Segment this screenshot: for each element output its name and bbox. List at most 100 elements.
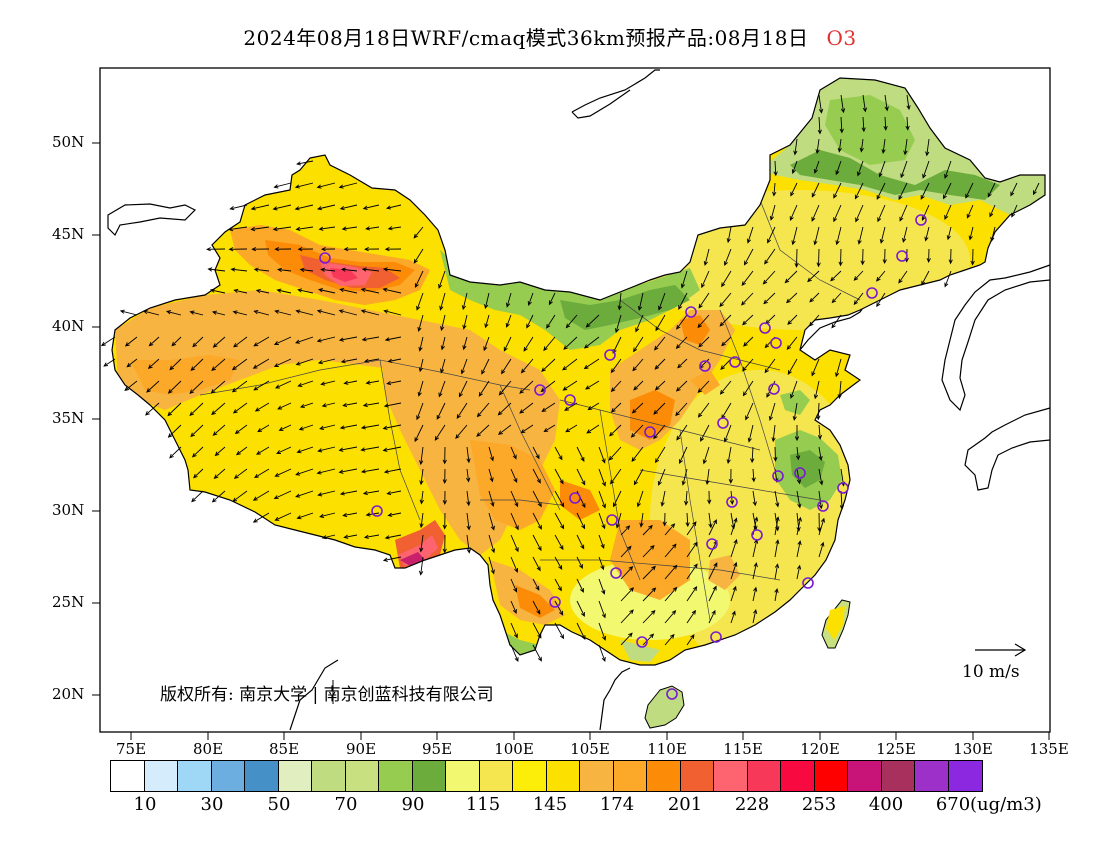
- station-marker: [770, 337, 782, 349]
- wind-arrow: [488, 468, 494, 483]
- wind-arrow: [862, 94, 868, 113]
- wind-arrow: [944, 160, 952, 179]
- wind-arrow: [212, 424, 226, 436]
- wind-arrow: [774, 490, 780, 508]
- wind-arrow: [462, 314, 468, 330]
- wind-arrow: [747, 424, 754, 443]
- wind-arrow: [207, 267, 226, 272]
- wind-arrow: [385, 204, 402, 210]
- wind-arrow: [773, 160, 778, 177]
- wind-arrow: [252, 490, 270, 501]
- wind-arrow: [442, 534, 447, 554]
- wind-arrow: [365, 380, 380, 385]
- station-marker: [569, 492, 581, 504]
- wind-arrow: [148, 336, 160, 347]
- wind-arrow: [413, 248, 424, 264]
- wind-arrow: [510, 622, 518, 639]
- islands: [644, 599, 851, 729]
- wind-arrow: [944, 270, 952, 288]
- legend-swatch: [647, 761, 681, 791]
- wind-arrow: [609, 424, 622, 437]
- wind-arrow: [686, 586, 698, 602]
- wind-arrow: [926, 248, 931, 263]
- wind-arrow: [532, 578, 540, 591]
- wind-arrow: [419, 468, 424, 486]
- wind-arrow: [664, 543, 677, 558]
- wind-arrow: [532, 512, 542, 530]
- wind-arrow: [365, 226, 380, 231]
- wind-arrow: [440, 314, 446, 332]
- wind-arrow: [876, 270, 886, 282]
- wind-arrow: [598, 490, 606, 509]
- wind-arrow: [167, 402, 182, 417]
- wind-arrow: [278, 424, 292, 431]
- wind-arrow: [686, 609, 696, 624]
- wind-arrow: [809, 292, 820, 303]
- station-marker: [706, 538, 718, 550]
- wind-arrow: [774, 587, 779, 602]
- wind-arrow: [610, 402, 622, 413]
- legend-swatch: [781, 761, 815, 791]
- wind-arrow: [361, 267, 380, 272]
- copyright-notice: 版权所有: 南京大学 | 南京创蓝科技有限公司: [160, 685, 494, 705]
- wind-arrow: [532, 490, 542, 508]
- wind-arrow: [382, 287, 402, 294]
- wind-arrow: [807, 270, 820, 283]
- wind-arrow: [585, 380, 600, 390]
- wind-arrow: [630, 424, 644, 438]
- wind-arrow: [705, 468, 710, 486]
- wind-arrow: [740, 292, 754, 306]
- station-marker: [726, 496, 738, 508]
- wind-arrow: [211, 490, 226, 503]
- wind-arrow: [100, 336, 116, 347]
- wind-arrow: [510, 468, 518, 484]
- wind-arrow: [340, 267, 358, 272]
- wind-arrow: [811, 358, 820, 377]
- wind-arrow: [784, 270, 798, 284]
- wind-arrow: [212, 336, 226, 348]
- wind-arrow: [484, 314, 490, 329]
- wind-arrow: [419, 490, 424, 505]
- wind-arrow: [360, 424, 380, 430]
- wind-arrow: [773, 446, 778, 462]
- map-title: 2024年08月18日WRF/cmaq模式36km预报产品:08月18日 O3: [0, 22, 1100, 51]
- wind-arrow: [586, 424, 600, 434]
- wind-arrow: [860, 248, 865, 266]
- wind-arrow: [232, 402, 248, 414]
- wind-arrow: [762, 270, 776, 285]
- wind-arrow: [664, 633, 675, 646]
- wind-arrow: [576, 556, 583, 570]
- wind-arrow: [510, 446, 517, 460]
- wind-arrow: [878, 160, 886, 178]
- wind-arrow: [476, 424, 490, 437]
- wind-arrow: [921, 270, 930, 286]
- wind-arrow: [620, 525, 631, 536]
- wind-arrow: [253, 380, 270, 391]
- wind-arrow: [231, 380, 248, 393]
- lat-label: 40N: [52, 317, 85, 335]
- wind-arrow: [253, 267, 270, 272]
- wind-arrow: [438, 270, 446, 289]
- wind-arrow: [833, 182, 842, 199]
- lon-label: 115E: [723, 740, 763, 758]
- color-legend: [110, 760, 983, 792]
- wind-arrow: [764, 248, 776, 265]
- wind-arrow: [382, 424, 402, 430]
- wind-arrow: [818, 468, 824, 486]
- wind-arrow: [498, 380, 512, 396]
- wind-arrow: [272, 204, 292, 211]
- wind-arrow: [387, 226, 402, 231]
- wind-arrow: [642, 524, 653, 536]
- station-marker: [915, 214, 927, 226]
- wind-arrow: [520, 358, 534, 374]
- wind-arrow: [103, 358, 116, 367]
- wind-arrow: [146, 380, 160, 393]
- wind-arrow: [297, 288, 314, 294]
- wind-arrow: [772, 182, 777, 197]
- lon-label: 80E: [192, 740, 224, 758]
- legend-swatch: [948, 761, 982, 791]
- lon-label: 100E: [494, 740, 534, 758]
- legend-label: 70: [334, 794, 358, 815]
- wind-arrow: [752, 608, 758, 624]
- wind-arrow: [419, 534, 424, 553]
